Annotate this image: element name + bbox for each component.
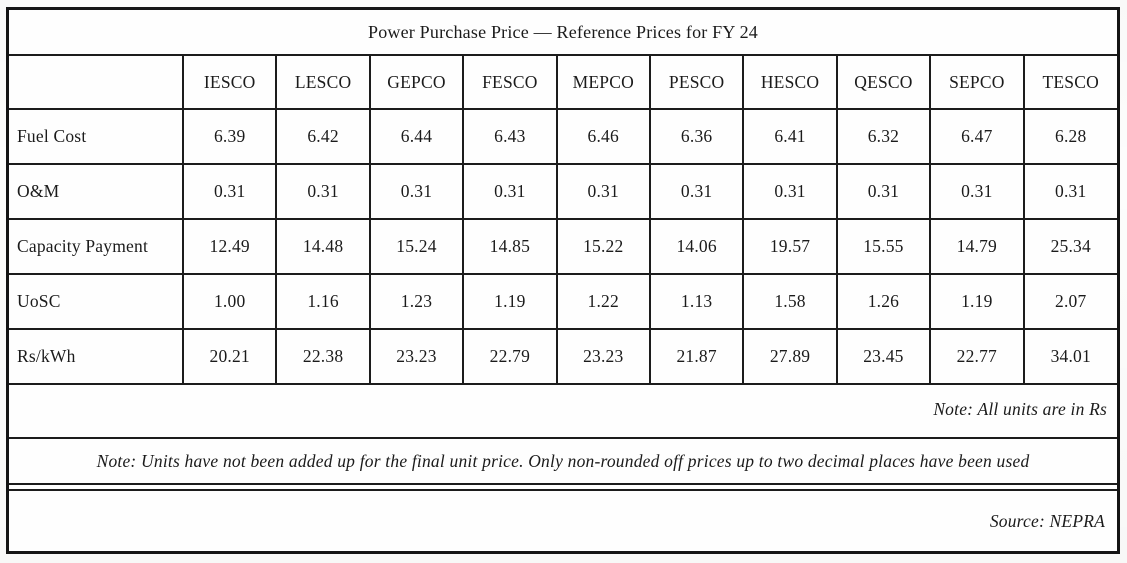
column-header-tesco: TESCO — [1022, 54, 1117, 110]
value-cell: 0.31 — [181, 163, 278, 220]
value-cell: 1.16 — [275, 273, 371, 330]
column-header-lesco: LESCO — [275, 54, 371, 110]
table-row: Capacity Payment 12.49 14.48 15.24 14.85 15.2… — [9, 218, 1117, 275]
corner-cell — [9, 54, 184, 110]
value-cell: 1.22 — [555, 273, 651, 330]
column-header-row: IESCO LESCO GEPCO FESCO MEPCO PESCO HESCO QESCO… — [9, 54, 1117, 110]
value-cell: 0.31 — [555, 163, 651, 220]
column-header-iesco: IESCO — [181, 54, 278, 110]
value-cell: 1.19 — [929, 273, 1025, 330]
table-row: Rs/kWh 20.21 22.38 23.23 22.79 23.23 21.87 27.8… — [9, 328, 1117, 385]
row-label: Fuel Cost — [9, 109, 184, 165]
value-cell: 22.38 — [275, 328, 371, 385]
value-cell: 15.55 — [835, 218, 932, 275]
value-cell: 0.31 — [648, 163, 745, 220]
column-header-gepco: GEPCO — [368, 54, 465, 110]
value-cell: 0.31 — [742, 163, 838, 220]
column-header-mepco: MEPCO — [555, 54, 651, 110]
value-cell: 22.79 — [462, 328, 558, 385]
row-label: Rs/kWh — [9, 328, 184, 385]
value-cell: 23.45 — [835, 328, 932, 385]
value-cell: 0.31 — [1022, 163, 1117, 220]
value-cell: 0.31 — [275, 163, 371, 220]
value-cell: 25.34 — [1022, 218, 1117, 275]
value-cell: 23.23 — [555, 328, 651, 385]
note-methodology: Note: Units have not been added up for t… — [9, 437, 1117, 485]
column-header-qesco: QESCO — [835, 54, 932, 110]
value-cell: 20.21 — [181, 328, 278, 385]
value-cell: 12.49 — [181, 218, 278, 275]
value-cell: 1.19 — [462, 273, 558, 330]
value-cell: 1.58 — [742, 273, 838, 330]
value-cell: 6.36 — [648, 109, 745, 165]
value-cell: 6.32 — [835, 109, 932, 165]
value-cell: 21.87 — [648, 328, 745, 385]
value-cell: 0.31 — [368, 163, 465, 220]
value-cell: 0.31 — [835, 163, 932, 220]
table-title: Power Purchase Price — Reference Prices … — [9, 10, 1117, 56]
column-header-fesco: FESCO — [462, 54, 558, 110]
value-cell: 6.41 — [742, 109, 838, 165]
column-header-hesco: HESCO — [742, 54, 838, 110]
value-cell: 6.28 — [1022, 109, 1117, 165]
value-cell: 14.79 — [929, 218, 1025, 275]
value-cell: 6.43 — [462, 109, 558, 165]
value-cell: 19.57 — [742, 218, 838, 275]
column-header-sepco: SEPCO — [929, 54, 1025, 110]
value-cell: 6.47 — [929, 109, 1025, 165]
value-cell: 0.31 — [929, 163, 1025, 220]
value-cell: 6.42 — [275, 109, 371, 165]
value-cell: 14.48 — [275, 218, 371, 275]
table-row: UoSC 1.00 1.16 1.23 1.19 1.22 1.13 1.58 1.26 1.19… — [9, 273, 1117, 330]
source-note: Source: NEPRA — [9, 489, 1117, 551]
table-row: Fuel Cost 6.39 6.42 6.44 6.43 6.46 6.36 6.41 6.3… — [9, 109, 1117, 165]
row-label: O&M — [9, 163, 184, 220]
value-cell: 6.39 — [181, 109, 278, 165]
value-cell: 0.31 — [462, 163, 558, 220]
value-cell: 14.06 — [648, 218, 745, 275]
value-cell: 22.77 — [929, 328, 1025, 385]
value-cell: 27.89 — [742, 328, 838, 385]
value-cell: 15.22 — [555, 218, 651, 275]
table-row: O&M 0.31 0.31 0.31 0.31 0.31 0.31 0.31 0.31 0.31 0… — [9, 163, 1117, 220]
value-cell: 1.13 — [648, 273, 745, 330]
row-label: Capacity Payment — [9, 218, 184, 275]
note-units-row: Note: All units are in Rs — [9, 384, 1117, 433]
title-row: Power Purchase Price — Reference Prices … — [9, 10, 1117, 56]
column-header-pesco: PESCO — [648, 54, 745, 110]
row-label: UoSC — [9, 273, 184, 330]
value-cell: 6.46 — [555, 109, 651, 165]
value-cell: 1.00 — [181, 273, 278, 330]
value-cell: 14.85 — [462, 218, 558, 275]
value-cell: 1.23 — [368, 273, 465, 330]
value-cell: 1.26 — [835, 273, 932, 330]
value-cell: 34.01 — [1022, 328, 1117, 385]
value-cell: 15.24 — [368, 218, 465, 275]
value-cell: 23.23 — [368, 328, 465, 385]
power-purchase-price-table: Power Purchase Price — Reference Prices … — [9, 10, 1117, 433]
note-units-text: Note: All units are in Rs — [933, 398, 1107, 419]
value-cell: 2.07 — [1022, 273, 1117, 330]
value-cell: 6.44 — [368, 109, 465, 165]
table-outer-frame: Power Purchase Price — Reference Prices … — [6, 7, 1120, 554]
